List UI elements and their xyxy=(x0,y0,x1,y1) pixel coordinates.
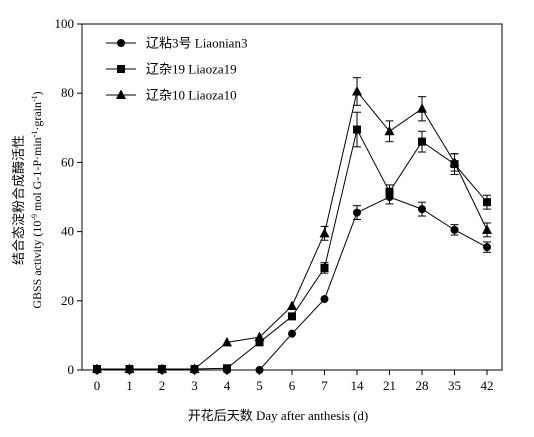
legend-entry: 辽杂19 Liaoza19 xyxy=(106,62,237,77)
data-point-circle xyxy=(353,208,361,217)
y-tick-label: 20 xyxy=(61,293,74,308)
data-point-triangle xyxy=(384,125,395,136)
data-point-circle xyxy=(288,329,296,338)
data-point-square xyxy=(385,187,394,196)
legend-marker-circle xyxy=(117,39,125,47)
legend-marker-triangle xyxy=(116,89,126,99)
x-tick-label: 5 xyxy=(256,378,263,393)
x-tick-label: 14 xyxy=(351,378,365,393)
x-tick-label: 6 xyxy=(289,378,296,393)
x-tick-label: 7 xyxy=(321,378,328,393)
data-point-circle xyxy=(320,295,329,304)
x-tick-label: 0 xyxy=(94,378,101,393)
data-point-triangle xyxy=(352,85,362,96)
legend-label: 辽杂19 Liaoza19 xyxy=(146,62,237,77)
x-tick-label: 3 xyxy=(191,378,198,393)
series-line xyxy=(97,196,488,371)
y-tick-label: 60 xyxy=(61,154,74,169)
y-axis-label-cn: 结合态淀粉合成酶活性 xyxy=(11,135,26,265)
data-point-triangle xyxy=(449,156,460,167)
data-point-circle xyxy=(418,205,426,214)
x-tick-label: 42 xyxy=(481,378,494,393)
x-tick-label: 4 xyxy=(224,378,231,393)
x-tick-label: 21 xyxy=(383,378,396,393)
data-point-circle xyxy=(450,225,459,234)
x-tick-label: 1 xyxy=(126,378,133,393)
y-tick-label: 100 xyxy=(55,16,75,31)
data-point-circle xyxy=(483,243,491,252)
y-axis-label-en: GBSS activity (10-9 mol G-1-P·min-1·grai… xyxy=(30,91,45,308)
legend: 辽粘3号 Liaonian3 辽杂19 Liaoza19 辽杂10 Liaoza10 xyxy=(106,36,247,103)
data-point-triangle xyxy=(92,363,102,373)
data-point-circle xyxy=(255,366,264,374)
data-point-triangle xyxy=(124,363,135,373)
data-point-triangle xyxy=(189,363,200,373)
legend-marker-square xyxy=(117,65,125,73)
data-point-square xyxy=(288,312,296,321)
legend-label: 辽杂10 Liaoza10 xyxy=(146,88,237,103)
data-point-square xyxy=(353,125,361,134)
data-point-triangle xyxy=(319,227,330,238)
data-point-triangle xyxy=(482,224,492,234)
y-tick-label: 80 xyxy=(61,85,74,100)
data-point-triangle xyxy=(157,363,167,373)
data-point-square xyxy=(255,338,264,347)
x-axis-label: 开花后天数 Day after anthesis (d) xyxy=(188,408,369,423)
data-point-triangle xyxy=(222,336,232,347)
legend-entry: 辽杂10 Liaoza10 xyxy=(106,88,237,103)
data-point-triangle xyxy=(287,300,297,310)
data-point-triangle xyxy=(254,331,265,342)
data-point-triangle xyxy=(417,103,427,113)
data-point-square xyxy=(320,263,329,272)
data-point-square xyxy=(418,137,426,146)
y-tick-label: 0 xyxy=(68,362,75,377)
y-tick-label: 40 xyxy=(61,224,74,239)
series-line xyxy=(97,90,488,370)
data-point-square xyxy=(483,198,491,207)
x-tick-label: 28 xyxy=(416,378,429,393)
data-point-square xyxy=(223,364,231,373)
x-tick-label: 2 xyxy=(159,378,166,393)
legend-entry: 辽粘3号 Liaonian3 xyxy=(106,36,247,51)
marks xyxy=(92,77,492,374)
legend-label: 辽粘3号 Liaonian3 xyxy=(146,36,247,51)
series-circle xyxy=(93,189,491,374)
series-triangle xyxy=(92,77,492,373)
x-tick-label: 35 xyxy=(448,378,461,393)
